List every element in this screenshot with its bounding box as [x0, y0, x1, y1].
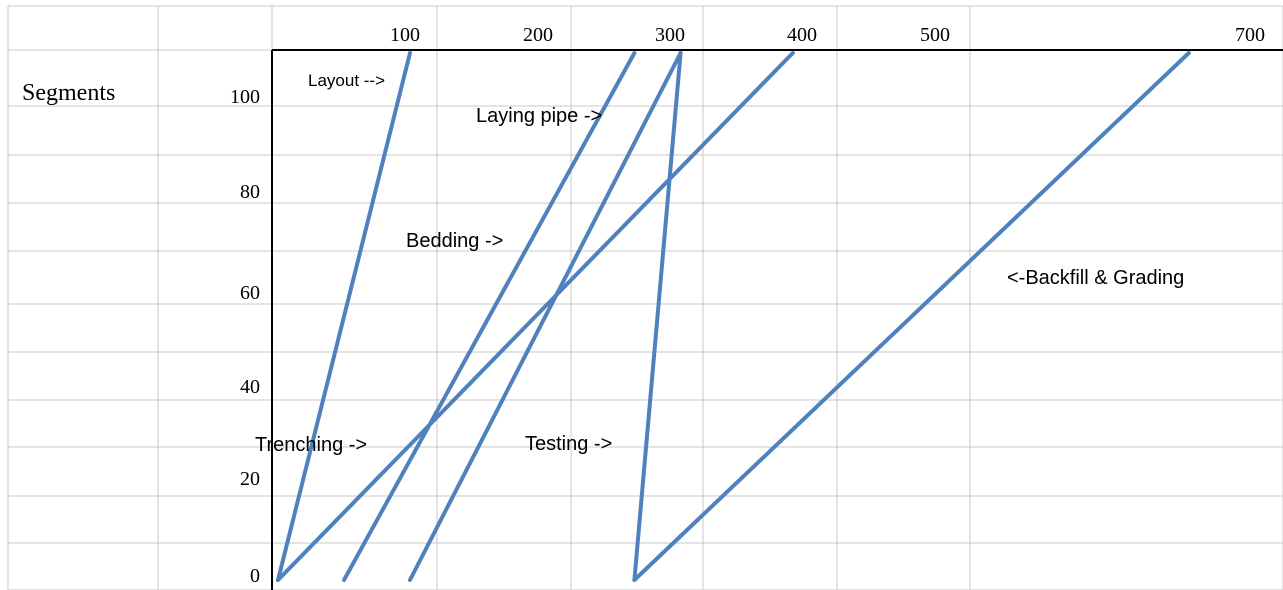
testing-label: Testing ->: [525, 433, 612, 455]
layout-label: Layout -->: [308, 71, 385, 90]
y-tick-label: 40: [240, 376, 260, 398]
laying-pipe-label: Laying pipe ->: [476, 105, 602, 127]
trenching-line: [276, 51, 795, 582]
y-tick-label: 0: [250, 565, 260, 587]
x-tick-labels: 100 200 300 400 500 700: [390, 24, 1265, 46]
chart-axes: [271, 49, 1283, 590]
spreadsheet-grid: [7, 5, 1283, 590]
backfill-grading-line: [632, 51, 1191, 582]
backfill-grading-label: <-Backfill & Grading: [1007, 267, 1184, 289]
testing-line: [632, 51, 683, 582]
y-tick-labels: 100 80 60 40 20 0: [230, 86, 260, 587]
x-tick-label: 100: [390, 24, 420, 46]
laying-pipe-line: [408, 51, 683, 582]
layout-line: [276, 51, 412, 582]
y-tick-label: 20: [240, 468, 260, 490]
x-tick-label: 300: [655, 24, 685, 46]
x-tick-label: 400: [787, 24, 817, 46]
x-tick-label: 500: [920, 24, 950, 46]
y-tick-label: 60: [240, 282, 260, 304]
series-labels: Layout --> Trenching -> Bedding -> Laying p…: [255, 71, 1184, 456]
trenching-label: Trenching ->: [255, 434, 367, 456]
y-axis-title: Segments: [22, 80, 115, 106]
x-tick-label: 200: [523, 24, 553, 46]
bedding-label: Bedding ->: [406, 230, 503, 252]
x-tick-label: 700: [1235, 24, 1265, 46]
bedding-line: [342, 51, 637, 582]
y-tick-label: 100: [230, 86, 260, 108]
y-tick-label: 80: [240, 181, 260, 203]
series-lines: [276, 51, 1191, 582]
